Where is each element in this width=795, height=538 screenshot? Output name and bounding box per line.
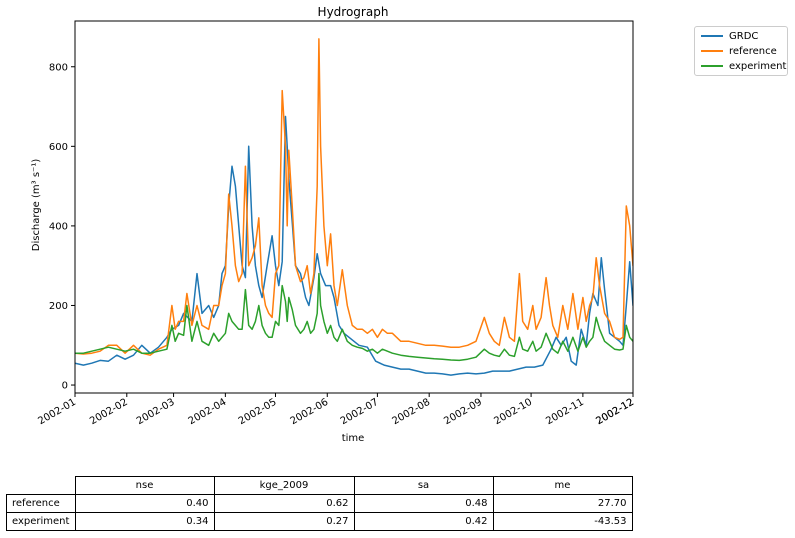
legend-swatch-grdc bbox=[701, 35, 723, 37]
x-tick-label: 2002-12 bbox=[594, 397, 636, 427]
metrics-cell: 0.42 bbox=[353, 512, 494, 531]
y-tick-label: 0 bbox=[62, 381, 68, 392]
metrics-row-experiment: experiment 0.34 0.27 0.42 -43.53 bbox=[6, 512, 633, 531]
metrics-table: nse kge_2009 sa me reference 0.40 0.62 0… bbox=[6, 476, 633, 531]
x-tick-label: 2002-10 bbox=[492, 397, 534, 427]
legend-swatch-experiment bbox=[701, 65, 723, 67]
x-tick-label: 2002-03 bbox=[135, 397, 177, 427]
metrics-cell: 0.62 bbox=[213, 494, 355, 513]
x-tick-label: 2002-02 bbox=[88, 397, 130, 427]
metrics-col-sa: sa bbox=[353, 476, 494, 495]
x-tick-label: 2002-01 bbox=[36, 397, 78, 427]
metrics-cell: 0.27 bbox=[213, 512, 355, 531]
legend-item-grdc: GRDC bbox=[701, 29, 758, 43]
metrics-cell: 0.34 bbox=[74, 512, 215, 531]
metrics-cell: 27.70 bbox=[492, 494, 633, 513]
x-tick-label: 2002-08 bbox=[391, 397, 433, 427]
metrics-row-reference: reference 0.40 0.62 0.48 27.70 bbox=[6, 494, 633, 513]
y-tick-label: 200 bbox=[49, 301, 68, 312]
chart-title: Hydrograph bbox=[318, 5, 389, 19]
y-tick-label: 800 bbox=[49, 62, 68, 73]
legend-label-grdc: GRDC bbox=[729, 30, 759, 42]
plot-frame bbox=[74, 20, 634, 394]
x-tick-label: 2002-09 bbox=[442, 397, 484, 427]
metrics-col-nse: nse bbox=[74, 476, 215, 495]
x-tick-label: 2002-11 bbox=[544, 397, 586, 427]
y-tick-label: 400 bbox=[49, 221, 68, 232]
metrics-col-kge: kge_2009 bbox=[213, 476, 355, 495]
y-axis-label: Discharge (m³ s⁻¹) bbox=[31, 159, 42, 252]
x-tick-label: 2002-04 bbox=[187, 397, 229, 427]
x-tick-label: 2002-07 bbox=[339, 397, 381, 427]
x-tick-label: 2002-05 bbox=[237, 397, 279, 427]
x-tick-label: 2002-06 bbox=[289, 397, 331, 427]
metrics-cell: 0.40 bbox=[74, 494, 215, 513]
metrics-cell: 0.48 bbox=[353, 494, 494, 513]
legend-label-experiment: experiment bbox=[729, 60, 787, 72]
series-line-grdc bbox=[75, 115, 633, 376]
plot-area: 0 200 400 600 800 2002-01 2002-02 2002-03 2002-0… bbox=[36, 20, 636, 427]
legend-item-experiment: experiment bbox=[701, 59, 786, 73]
metrics-cell: -43.53 bbox=[492, 512, 633, 531]
legend: GRDC reference experiment bbox=[694, 26, 788, 76]
y-tick-label: 600 bbox=[49, 142, 68, 153]
legend-item-reference: reference bbox=[701, 44, 777, 58]
x-axis-label: time bbox=[342, 433, 365, 444]
legend-swatch-reference bbox=[701, 50, 723, 52]
metrics-row-label: experiment bbox=[6, 512, 76, 531]
series-line-experiment bbox=[75, 272, 633, 362]
metrics-header-row: nse kge_2009 sa me bbox=[7, 476, 633, 495]
metrics-col-me: me bbox=[492, 476, 633, 495]
metrics-row-label: reference bbox=[6, 494, 76, 513]
series-line-reference bbox=[75, 38, 633, 356]
metrics-corner-cell bbox=[7, 477, 76, 495]
legend-label-reference: reference bbox=[729, 45, 777, 57]
